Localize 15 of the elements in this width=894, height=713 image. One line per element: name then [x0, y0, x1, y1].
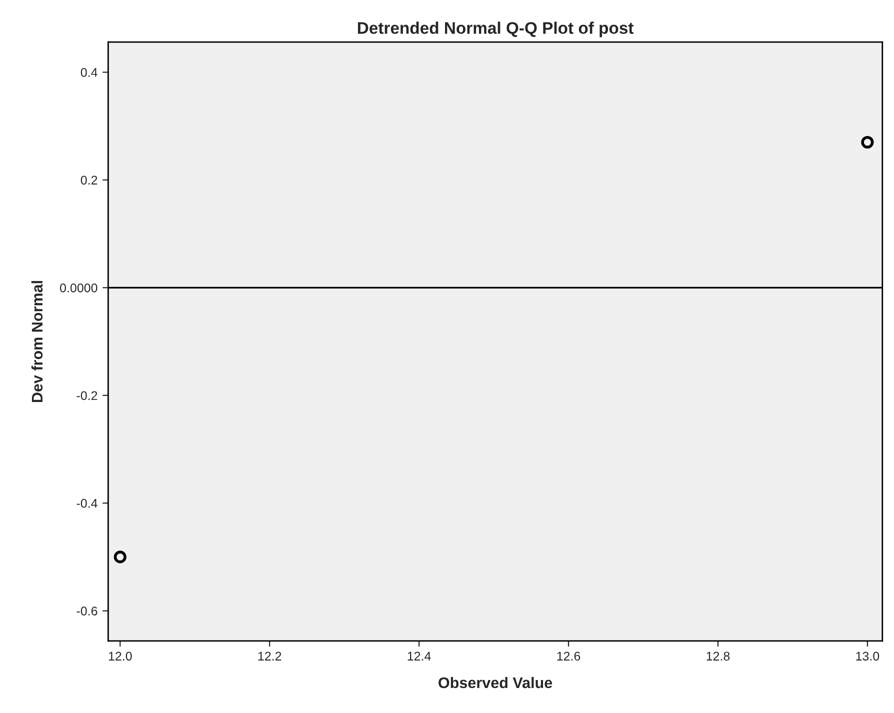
y-tick-label: -0.6 — [76, 606, 98, 616]
x-tick-label: 12.0 — [108, 652, 132, 661]
y-tick-label: -0.2 — [76, 391, 98, 400]
y-tick-label: 0.4 — [80, 68, 98, 77]
y-tick-label: 0.2 — [80, 176, 98, 185]
x-tick-label: 13.0 — [856, 652, 880, 661]
y-tick-label: 0.0000 — [60, 283, 98, 292]
x-tick-label: 12.8 — [706, 652, 730, 661]
x-tick-label: 12.4 — [408, 652, 431, 660]
x-axis-title: Observed Value — [438, 676, 552, 688]
y-tick-label: -0.4 — [76, 498, 98, 508]
y-axis-title: Dev from Normal — [31, 281, 43, 402]
chart-title: Detrended Normal Q-Q Plot of post — [358, 22, 634, 38]
x-tick-label: 12.6 — [557, 652, 580, 661]
x-tick-label: 12.2 — [258, 652, 282, 660]
